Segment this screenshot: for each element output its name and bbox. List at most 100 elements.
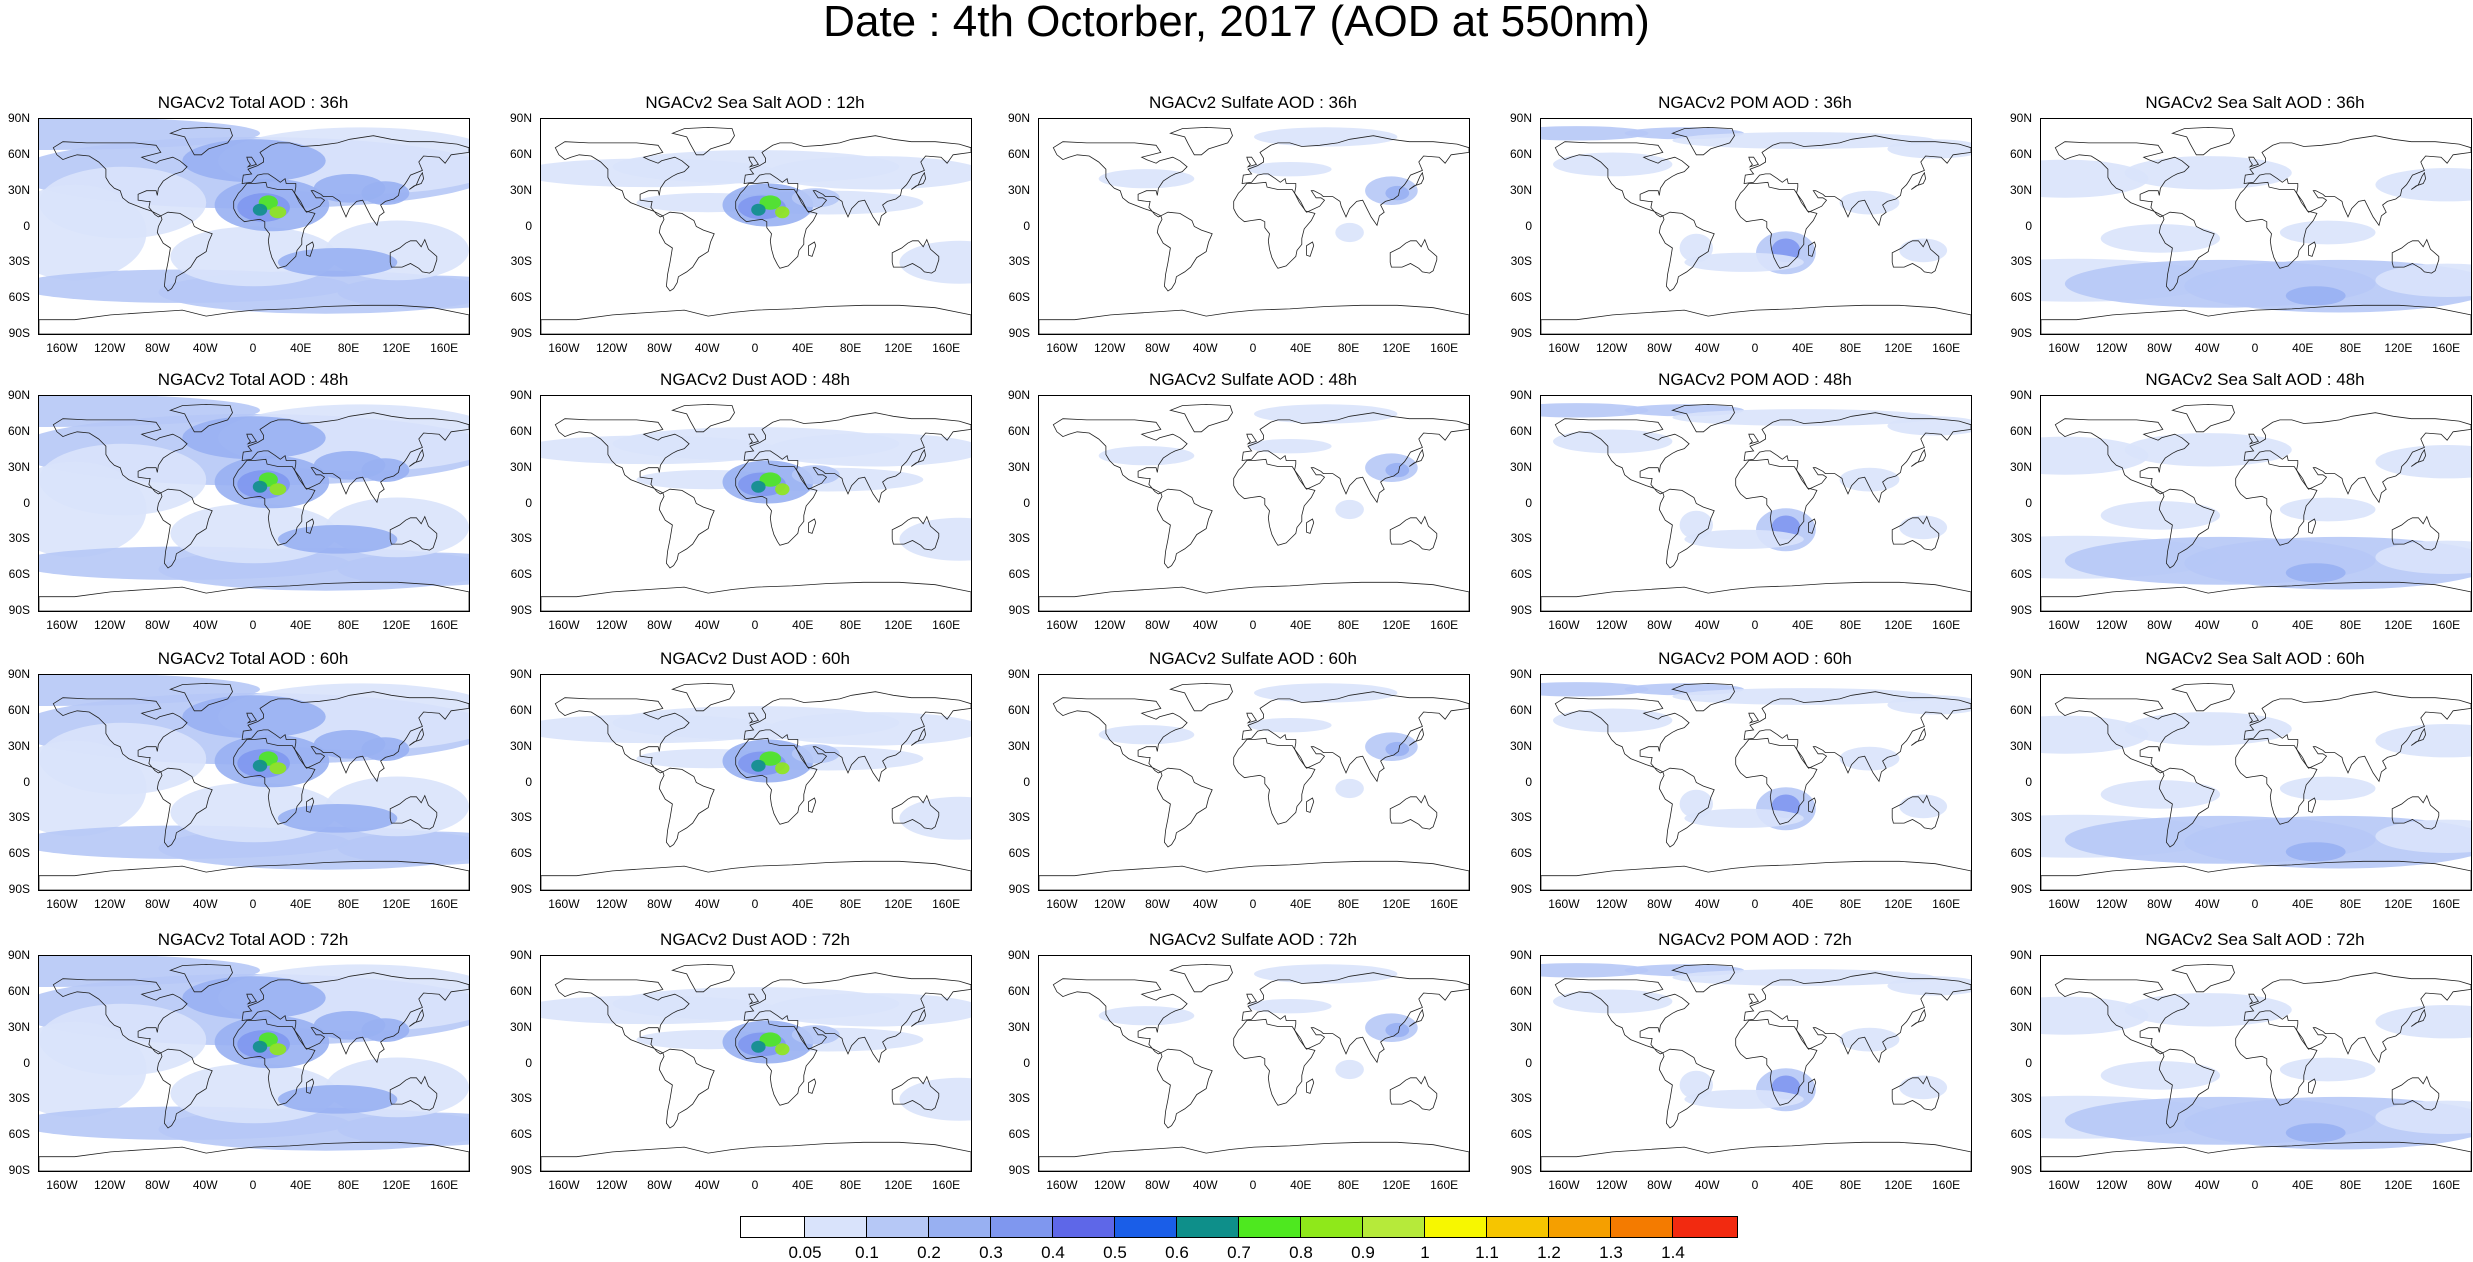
coastline: [808, 518, 817, 534]
coastline: [1039, 1141, 1469, 1171]
longitude-tick-label: 80W: [145, 1178, 170, 1192]
coastline: [1039, 304, 1469, 334]
world-map: [541, 403, 971, 611]
coastline: [658, 488, 715, 569]
aod-field: [2124, 712, 2292, 746]
coastline: [671, 963, 735, 993]
coastline: [52, 978, 188, 1055]
coastline: [1233, 458, 1316, 546]
panel-title: NGACv2 Sulfate AOD : 36h: [1149, 93, 1357, 112]
longitude-tick-label: 0: [1751, 341, 1759, 355]
colorbar-swatch: [1487, 1217, 1549, 1237]
longitude-tick-label: 40E: [792, 1178, 814, 1192]
coastline: [1233, 181, 1316, 269]
coastline: [1743, 135, 1971, 227]
longitude-tick-label: 160W: [2048, 897, 2080, 911]
longitude-tick-label: 120W: [595, 341, 628, 355]
latitude-tick-label: 90N: [1509, 388, 1532, 402]
panel-title: NGACv2 POM AOD : 48h: [1658, 370, 1852, 389]
coastline: [2391, 794, 2440, 830]
latitude-tick-label: 90S: [8, 603, 30, 617]
latitude-tick-label: 30N: [509, 182, 532, 197]
coastline: [2248, 712, 2260, 724]
longitude-tick-label: 80W: [1145, 618, 1170, 632]
latitude-tick-label: 60N: [1007, 423, 1030, 438]
latitude-tick-label: 90S: [2010, 603, 2032, 617]
aod-field: [337, 831, 469, 865]
latitude-tick-label: 60N: [509, 146, 532, 161]
longitude-tick-label: 40W: [694, 618, 720, 632]
latitude-tick-label: 60N: [1007, 146, 1030, 161]
aod-field: [1541, 126, 1649, 141]
colorbar-label: 0.1: [855, 1243, 879, 1262]
latitude-tick-label: 30S: [8, 1091, 30, 1106]
latitude-tick-label: 0: [2025, 495, 2032, 510]
coastline: [241, 691, 469, 783]
coastline: [1306, 241, 1315, 257]
colorbar-swatch: [867, 1217, 929, 1237]
map-panel: NGACv2 Sea Salt AOD : 60h 90N 60N 30N 0 30S 60…: [2010, 649, 2472, 910]
coastline: [2158, 767, 2215, 848]
colorbar-label: 0.5: [1103, 1243, 1127, 1262]
aod-field: [2041, 996, 2149, 1035]
latitude-tick-label: 90N: [2009, 667, 2032, 681]
latitude-tick-label: 60N: [7, 146, 30, 161]
latitude-tick-label: 90S: [1008, 603, 1030, 617]
aod-field: [269, 762, 287, 775]
latitude-tick-label: 60N: [509, 423, 532, 438]
aod-field: [1899, 515, 1948, 540]
longitude-tick-label: 80E: [839, 897, 862, 911]
aod-field: [775, 206, 790, 219]
longitude-tick-label: 40E: [1290, 618, 1312, 632]
map-panel: NGACv2 Dust AOD : 72h 90N 60N 30N 0 30S 60S 90S…: [510, 930, 972, 1191]
aod-field: [1679, 1070, 1713, 1100]
longitude-tick-label: 120W: [1595, 618, 1628, 632]
coastline: [2171, 126, 2235, 156]
coastline: [1735, 458, 1818, 546]
coastline: [2054, 978, 2190, 1055]
longitude-tick-label: 0: [2251, 1178, 2259, 1192]
colorbar-swatch: [991, 1217, 1053, 1237]
panel-title: NGACv2 POM AOD : 60h: [1658, 649, 1852, 668]
longitude-tick-label: 120E: [1884, 1178, 1913, 1192]
coastline: [541, 860, 971, 890]
aod-field: [1385, 462, 1410, 478]
coastline: [808, 241, 817, 257]
longitude-tick-label: 80W: [2147, 897, 2172, 911]
coastline: [39, 1141, 469, 1171]
panel-title: NGACv2 Sea Salt AOD : 60h: [2145, 649, 2365, 668]
coastline: [1735, 181, 1818, 269]
longitude-tick-label: 160E: [1932, 1178, 1961, 1192]
coastline: [1246, 993, 1258, 1005]
panel-title: NGACv2 Total AOD : 72h: [157, 930, 349, 949]
latitude-tick-label: 0: [1525, 218, 1532, 233]
coastline: [1306, 1078, 1315, 1094]
colorbar-label: 1: [1420, 1243, 1430, 1262]
coastline: [1743, 691, 1971, 783]
aod-field: [1254, 683, 1398, 703]
coastline: [246, 993, 258, 1005]
coastline: [1409, 171, 1425, 190]
coastline: [2243, 412, 2471, 504]
latitude-tick-label: 90N: [1007, 667, 1030, 681]
latitude-tick-label: 90S: [2010, 882, 2032, 896]
longitude-tick-label: 80W: [1647, 341, 1672, 355]
map-panel: NGACv2 Sulfate AOD : 60h 90N 60N 30N 0 30S 60S…: [1008, 649, 1470, 910]
coastline: [1891, 1075, 1940, 1111]
coastline: [1671, 682, 1735, 712]
longitude-tick-label: 0: [2251, 897, 2259, 911]
latitude-tick-label: 90S: [8, 1163, 30, 1177]
aod-field: [1248, 718, 1332, 733]
latitude-tick-label: 60S: [8, 290, 30, 305]
coastline: [246, 712, 258, 724]
longitude-tick-label: 160E: [430, 1178, 459, 1192]
longitude-tick-label: 120W: [2095, 341, 2128, 355]
latitude-tick-label: 30N: [2009, 459, 2032, 474]
coastline: [735, 737, 818, 825]
longitude-tick-label: 120E: [884, 897, 913, 911]
coastline: [2243, 691, 2471, 783]
coastline: [2041, 860, 2471, 890]
longitude-tick-label: 80E: [1337, 341, 1360, 355]
aod-field: [2375, 168, 2471, 202]
colorbar-swatch: [1053, 1217, 1115, 1237]
